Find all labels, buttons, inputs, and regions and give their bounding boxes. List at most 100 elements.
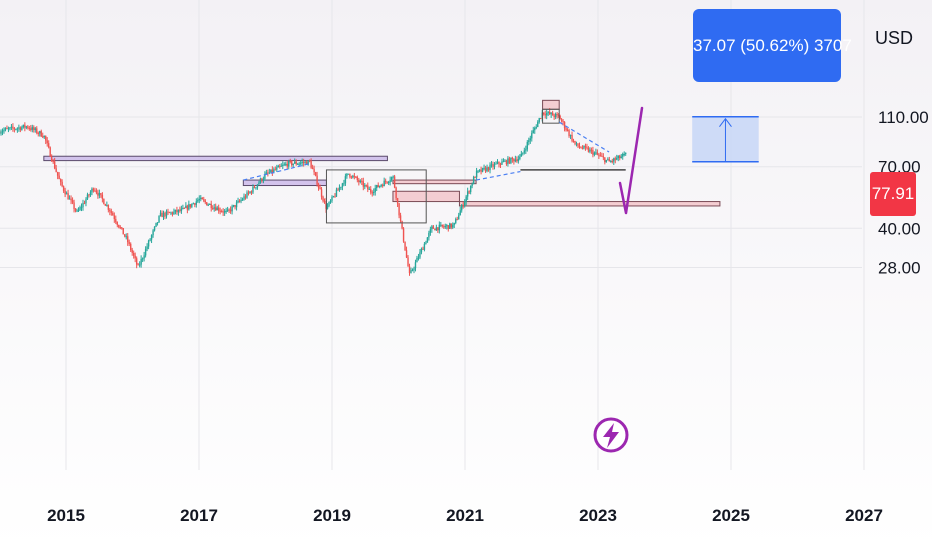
candle-down xyxy=(350,176,353,178)
candle-down xyxy=(286,163,288,167)
candle-down xyxy=(107,205,110,210)
candle-down xyxy=(393,176,396,188)
candle-down xyxy=(217,207,220,211)
candle-up xyxy=(276,167,278,170)
candle-up xyxy=(414,262,417,269)
y-tick-label: 110.00 xyxy=(878,108,929,127)
candle-down xyxy=(398,203,400,216)
candle-down xyxy=(401,220,403,229)
candle-down xyxy=(370,188,372,193)
candle-up xyxy=(182,207,184,209)
candle-up xyxy=(510,157,512,164)
candle-up xyxy=(329,200,332,203)
candle-up xyxy=(3,129,5,132)
candle-up xyxy=(277,165,280,168)
candle-up xyxy=(452,224,454,228)
candle-up xyxy=(39,131,41,134)
candle-down xyxy=(584,146,587,148)
candle-down xyxy=(61,181,63,187)
x-tick-label: 2025 xyxy=(712,506,750,525)
candle-up xyxy=(296,163,299,165)
candle-up xyxy=(519,156,521,159)
candle-up xyxy=(255,187,257,189)
candle-down xyxy=(83,203,86,205)
candle-up xyxy=(34,128,36,130)
candle-down xyxy=(112,212,114,216)
candle-up xyxy=(106,205,108,207)
candle-down xyxy=(581,148,584,150)
candle-down xyxy=(305,161,308,165)
candle-down xyxy=(229,209,232,212)
candle-up xyxy=(15,129,17,131)
candle-down xyxy=(171,212,174,215)
candle-down xyxy=(498,161,500,165)
candle-up xyxy=(328,202,330,206)
candle-up xyxy=(140,258,142,265)
candle-up xyxy=(455,219,457,223)
candle-up xyxy=(7,128,10,130)
candle-down xyxy=(513,159,515,162)
candle-down xyxy=(602,156,605,158)
candle-down xyxy=(434,228,436,231)
candle-up xyxy=(288,160,290,167)
candle-down xyxy=(405,250,408,258)
candle-up xyxy=(469,185,472,193)
candle-down xyxy=(121,227,123,229)
candle-up xyxy=(335,189,338,197)
candle-down xyxy=(566,130,569,132)
candle-up xyxy=(531,133,533,139)
candle-up xyxy=(225,210,227,212)
candle-down xyxy=(562,121,564,123)
candle-up xyxy=(270,169,272,173)
candle-up xyxy=(80,207,83,209)
candle-down xyxy=(37,132,39,134)
candle-up xyxy=(517,158,520,162)
candle-up xyxy=(453,222,455,225)
x-tick-label: 2023 xyxy=(579,506,617,525)
zone-purple xyxy=(43,155,388,162)
candle-up xyxy=(292,163,294,166)
candle-up xyxy=(76,210,78,212)
candle-up xyxy=(444,226,447,228)
candle-up xyxy=(65,193,68,195)
candle-down xyxy=(176,209,178,213)
candle-up xyxy=(504,160,506,162)
candle-up xyxy=(368,188,370,190)
trend-line-dashed xyxy=(475,170,521,181)
candle-up xyxy=(514,159,517,162)
candle-down xyxy=(572,140,575,142)
candle-up xyxy=(502,161,505,163)
candle-down xyxy=(334,196,336,198)
x-tick-label: 2019 xyxy=(313,506,351,525)
candle-down xyxy=(59,179,62,182)
candle-down xyxy=(291,161,293,166)
candle-down xyxy=(443,226,445,228)
candle-up xyxy=(243,196,245,200)
candle-down xyxy=(358,180,360,183)
candle-down xyxy=(548,111,551,115)
candle-up xyxy=(1,131,4,133)
candle-up xyxy=(252,186,254,193)
candle-up xyxy=(85,199,87,204)
candle-down xyxy=(19,127,22,130)
candle-down xyxy=(234,205,236,208)
candle-up xyxy=(440,224,442,226)
last-price-tag: 77.91 xyxy=(870,172,916,216)
candle-up xyxy=(419,252,421,258)
candle-down xyxy=(571,134,573,141)
candle-up xyxy=(613,158,615,162)
candle-down xyxy=(353,175,356,177)
candle-up xyxy=(173,211,175,215)
candle-up xyxy=(285,163,287,165)
candle-up xyxy=(374,188,376,193)
candle-down xyxy=(204,200,206,203)
candle-up xyxy=(446,225,448,227)
candle-down xyxy=(611,161,613,163)
candle-down xyxy=(130,243,132,251)
candle-up xyxy=(332,196,335,198)
candle-down xyxy=(432,226,435,229)
candle-down xyxy=(365,185,367,187)
candle-up xyxy=(237,200,239,203)
